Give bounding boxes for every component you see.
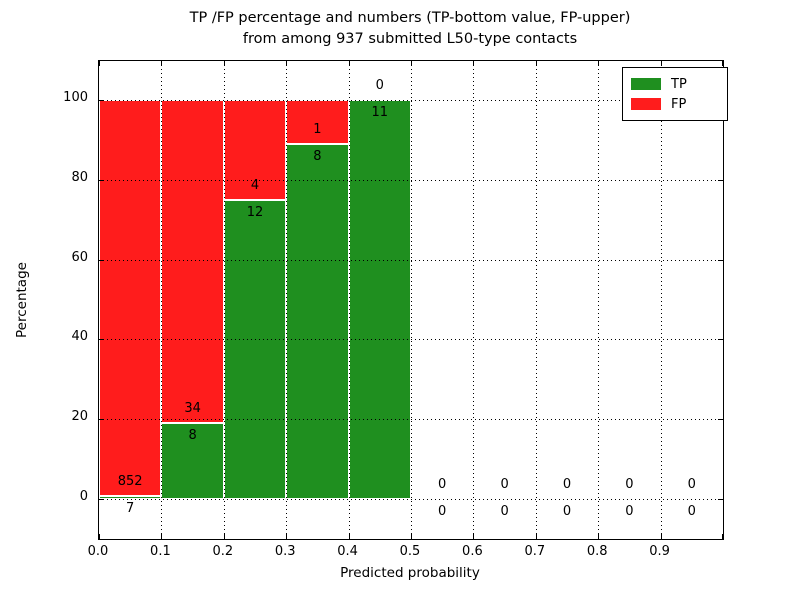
tp-count-label: 0 bbox=[500, 504, 509, 519]
y-tick-label: 20 bbox=[71, 409, 88, 425]
fp-bar bbox=[99, 100, 162, 496]
y-tick-mark-right bbox=[718, 179, 723, 181]
tp-count-label: 8 bbox=[188, 428, 197, 443]
y-tick-mark bbox=[99, 499, 104, 500]
fp-bar bbox=[161, 100, 224, 423]
legend-item-tp: TP bbox=[631, 74, 717, 94]
x-axis-label: Predicted probability bbox=[340, 565, 480, 581]
v-gridline bbox=[473, 61, 474, 539]
tp-bar bbox=[286, 144, 349, 499]
x-tick-mark bbox=[661, 534, 662, 539]
x-tick-label: 0.3 bbox=[274, 544, 296, 559]
x-tick-mark bbox=[536, 534, 537, 539]
tp-count-label: 0 bbox=[438, 504, 447, 519]
fp-count-label: 852 bbox=[117, 473, 143, 489]
y-tick-label: 0 bbox=[79, 489, 88, 504]
x-tick-label: 0.0 bbox=[87, 544, 109, 559]
tp-count-label: 0 bbox=[562, 504, 572, 519]
fp-count-label: 1 bbox=[313, 122, 322, 138]
v-gridline bbox=[224, 61, 225, 539]
x-tick-mark-top bbox=[598, 61, 599, 66]
fp-count-label: 34 bbox=[184, 401, 201, 416]
x-tick-label: 0.9 bbox=[649, 544, 670, 559]
v-gridline bbox=[349, 61, 350, 539]
fp-count-label: 0 bbox=[687, 477, 696, 492]
v-gridline bbox=[661, 61, 662, 539]
fp-count-label: 0 bbox=[375, 78, 384, 93]
chart-title-line1: TP /FP percentage and numbers (TP-bottom… bbox=[189, 10, 631, 26]
y-tick-mark bbox=[99, 419, 104, 421]
x-tick-mark bbox=[224, 534, 225, 539]
x-tick-mark bbox=[411, 534, 412, 539]
x-tick-label: 0.1 bbox=[150, 544, 171, 559]
v-gridline bbox=[536, 61, 537, 539]
tp-swatch bbox=[631, 78, 661, 90]
x-tick-label: 0.5 bbox=[399, 544, 421, 559]
tp-label: TP bbox=[671, 76, 687, 92]
fp-count-label: 4 bbox=[250, 177, 260, 193]
chart-title-line2: from among 937 submitted L50-type contac… bbox=[242, 31, 578, 48]
y-tick-mark-right bbox=[718, 339, 723, 341]
v-gridline bbox=[161, 61, 162, 539]
tp-count-label: 12 bbox=[246, 204, 264, 220]
fp-label: FP bbox=[671, 96, 687, 112]
x-tick-mark bbox=[722, 534, 723, 539]
y-axis-label: Percentage bbox=[14, 262, 30, 338]
tp-count-label: 0 bbox=[687, 504, 696, 519]
y-tick-label: 100 bbox=[63, 90, 88, 105]
x-tick-label: 0.2 bbox=[212, 544, 234, 559]
y-tick-label: 80 bbox=[71, 169, 88, 185]
y-tick-label: 40 bbox=[71, 329, 88, 345]
y-tick-mark bbox=[99, 100, 104, 101]
tp-bar bbox=[348, 100, 411, 499]
y-tick-mark-right bbox=[718, 419, 723, 421]
x-tick-mark bbox=[473, 534, 474, 539]
x-tick-mark-top bbox=[286, 61, 287, 66]
x-tick-mark bbox=[286, 534, 287, 539]
fp-swatch bbox=[631, 98, 661, 110]
v-gridline bbox=[286, 61, 287, 539]
y-tick-mark bbox=[99, 179, 104, 181]
x-tick-mark-top bbox=[411, 61, 412, 66]
x-tick-mark-top bbox=[161, 61, 162, 66]
chart-title: TP /FP percentage and numbers (TP-bottom… bbox=[98, 8, 722, 50]
x-tick-mark-top bbox=[349, 61, 350, 66]
x-tick-mark-top bbox=[661, 61, 662, 66]
x-tick-mark-top bbox=[536, 61, 537, 66]
x-tick-label: 0.8 bbox=[586, 544, 608, 559]
x-tick-mark-top bbox=[722, 61, 723, 66]
v-gridline bbox=[598, 61, 599, 539]
y-tick-mark-right bbox=[718, 259, 723, 261]
x-tick-label: 0.6 bbox=[462, 544, 483, 559]
tp-bar bbox=[161, 423, 224, 499]
fp-count-label: 0 bbox=[562, 477, 572, 492]
y-tick-mark bbox=[99, 339, 104, 341]
x-tick-mark-top bbox=[473, 61, 474, 66]
tp-count-label: 0 bbox=[625, 504, 634, 519]
y-tick-mark-right bbox=[718, 499, 723, 500]
x-tick-mark bbox=[99, 534, 100, 539]
plot-area: 852 7 34 8 4 12 1 8 0 11 0 0 0 0 0 0 0 0 0 0 bbox=[98, 60, 724, 540]
x-tick-mark bbox=[349, 534, 350, 539]
fp-count-label: 0 bbox=[500, 477, 509, 492]
fp-count-label: 0 bbox=[625, 477, 634, 492]
legend: TP FP bbox=[622, 67, 728, 121]
fp-count-label: 0 bbox=[438, 477, 447, 492]
v-gridline bbox=[411, 61, 412, 539]
legend-item-fp: FP bbox=[631, 94, 717, 114]
x-tick-mark bbox=[161, 534, 162, 539]
x-tick-mark bbox=[598, 534, 599, 539]
x-tick-label: 0.4 bbox=[337, 544, 358, 559]
tp-count-label: 11 bbox=[371, 105, 389, 120]
y-tick-mark bbox=[99, 259, 104, 261]
x-tick-label: 0.7 bbox=[524, 544, 546, 559]
y-tick-label: 60 bbox=[71, 249, 88, 265]
tp-bar bbox=[99, 495, 162, 499]
x-tick-mark-top bbox=[224, 61, 225, 66]
tp-count-label: 8 bbox=[313, 149, 322, 165]
x-tick-mark-top bbox=[99, 61, 100, 66]
tp-bar bbox=[223, 199, 287, 499]
tp-count-label: 7 bbox=[126, 500, 135, 516]
